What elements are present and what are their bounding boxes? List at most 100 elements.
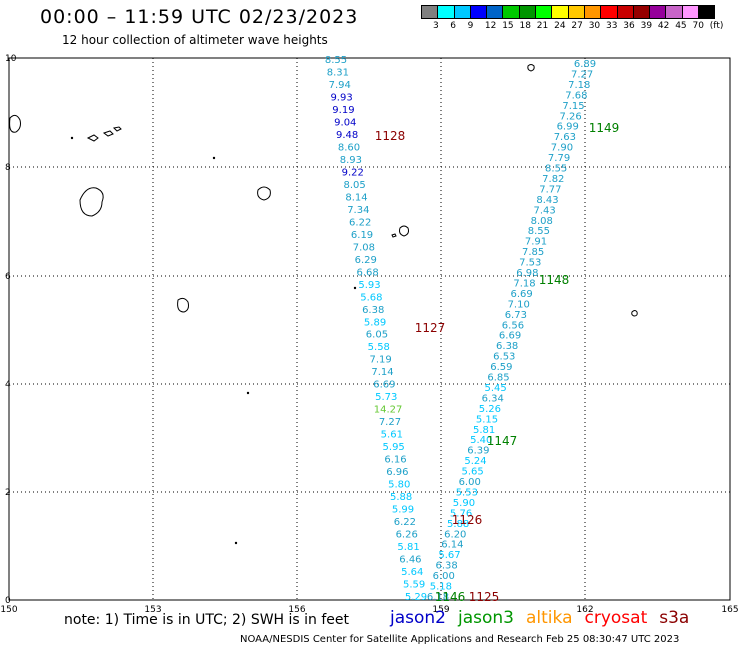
right-track-value: 8.55 xyxy=(528,226,550,237)
x-tick-label: 165 xyxy=(721,605,738,615)
right-track-value: 8.08 xyxy=(531,216,553,227)
island-dot xyxy=(70,136,74,140)
scale-label: 3 xyxy=(433,21,439,31)
left-track-value: 7.94 xyxy=(329,80,351,91)
pass-label: 1147 xyxy=(487,434,518,448)
right-track-value: 7.77 xyxy=(539,184,561,195)
map-frame xyxy=(8,57,731,601)
left-track-value: 5.68 xyxy=(360,292,382,303)
island-outline xyxy=(112,126,122,132)
left-track-value: 9.19 xyxy=(332,105,354,116)
scale-label: (ft) xyxy=(709,21,724,31)
right-track-value: 5.24 xyxy=(464,456,486,467)
x-tick-label: 159 xyxy=(432,605,449,615)
island-outline xyxy=(527,64,535,72)
right-track-value: 6.34 xyxy=(482,393,504,404)
left-track-value: 7.19 xyxy=(370,355,392,366)
left-track-value: 8.31 xyxy=(327,67,349,78)
pass-label: 1125 xyxy=(469,590,500,604)
right-track-value: 6.53 xyxy=(493,352,515,363)
right-track-value: 6.98 xyxy=(516,268,538,279)
map-title: 00:00 – 11:59 UTC 02/23/2023 xyxy=(40,6,359,28)
y-tick-label: 2 xyxy=(5,488,11,498)
right-track-value: 5.15 xyxy=(476,414,498,425)
satellite-label-jason3: jason3 xyxy=(458,608,514,628)
scale-label: 30 xyxy=(588,21,601,31)
right-track-value: 6.00 xyxy=(459,477,481,488)
left-track-value: 8.05 xyxy=(343,180,365,191)
island-dot xyxy=(212,156,216,160)
right-track-value: 5.18 xyxy=(430,582,452,593)
scale-label: 45 xyxy=(675,21,687,31)
left-track-value: 9.48 xyxy=(336,130,358,141)
scale-label: 18 xyxy=(519,21,531,31)
scale-label: 39 xyxy=(640,21,653,31)
island-outline xyxy=(177,297,189,313)
island-outline xyxy=(9,114,21,133)
x-tick-label: 153 xyxy=(144,605,161,615)
x-tick-label: 162 xyxy=(576,605,593,615)
left-track-value: 6.26 xyxy=(396,530,418,541)
scale-label: 33 xyxy=(606,21,618,31)
pass-label: 1126 xyxy=(452,513,483,527)
scale-label: 70 xyxy=(692,21,704,31)
left-track-value: 9.04 xyxy=(334,117,356,128)
scale-label: 15 xyxy=(502,21,514,31)
right-track-value: 6.89 xyxy=(574,59,596,70)
right-track-value: 7.10 xyxy=(508,299,530,310)
left-track-value: 6.16 xyxy=(384,455,406,466)
right-track-value: 5.76 xyxy=(450,508,472,519)
right-track-value: 7.68 xyxy=(565,90,587,101)
left-track-value: 5.95 xyxy=(383,442,405,453)
altimeter-tracks: 8.558.317.949.939.199.049.488.608.939.22… xyxy=(325,55,596,603)
color-scale-labels: 3 6 9 12 15 18 21 24 27 30 33 36 39 42 45 70 (ft) xyxy=(422,21,740,33)
right-track-value: 5.45 xyxy=(485,383,507,394)
y-tick-label: 0 xyxy=(5,596,11,606)
scale-label: 42 xyxy=(657,21,670,31)
left-track-value: 5.88 xyxy=(390,492,412,503)
island-outline xyxy=(631,310,638,317)
scale-swatch xyxy=(698,5,716,19)
right-track-value: 5.40 xyxy=(470,435,492,446)
map-grid xyxy=(9,58,730,600)
right-track-value: 6.38 xyxy=(436,561,458,572)
right-track-value: 6.18 xyxy=(427,592,449,603)
left-track-value: 6.69 xyxy=(373,380,395,391)
right-track-value: 7.27 xyxy=(571,69,593,80)
island-dot xyxy=(353,286,357,290)
right-track-value: 7.18 xyxy=(513,278,535,289)
scale-label: 36 xyxy=(623,21,635,31)
left-track-value: 5.29 xyxy=(405,592,427,603)
left-track-value: 6.68 xyxy=(356,267,378,278)
x-tick-label: 150 xyxy=(0,605,17,615)
right-track-value: 6.99 xyxy=(557,122,579,133)
right-track-value: 6.14 xyxy=(441,540,463,551)
credit-line: NOAA/NESDIS Center for Satellite Applica… xyxy=(240,634,680,645)
right-track-value: 6.73 xyxy=(505,310,527,321)
left-track-value: 9.93 xyxy=(330,92,352,103)
left-track-value: 6.46 xyxy=(399,555,421,566)
pass-label: 1128 xyxy=(375,129,406,143)
left-track-value: 6.38 xyxy=(362,305,384,316)
map-border xyxy=(8,57,731,601)
left-track-value: 6.19 xyxy=(351,230,373,241)
left-track-value: 8.60 xyxy=(338,142,360,153)
y-tick-label: 10 xyxy=(5,54,17,64)
right-track-value: 6.69 xyxy=(499,331,521,342)
pass-labels: 1128 1127 1126 1125 1149 1148 1147 1146 xyxy=(375,121,620,604)
left-track-value: 8.55 xyxy=(325,55,347,66)
left-track-value: 5.99 xyxy=(392,505,414,516)
right-track-value: 7.15 xyxy=(562,101,584,112)
left-track-value: 5.58 xyxy=(368,342,390,353)
right-track-value: 5.53 xyxy=(456,487,478,498)
satellite-label-jason2: jason2 xyxy=(390,608,446,628)
pass-label: 1149 xyxy=(589,121,620,135)
map-subtitle: 12 hour collection of altimeter wave hei… xyxy=(62,33,328,47)
right-track-value: 8.55 xyxy=(545,164,567,175)
left-track-value: 5.81 xyxy=(397,542,419,553)
island-outline xyxy=(79,187,104,217)
right-track-value: 7.43 xyxy=(534,205,556,216)
left-track-value: 5.59 xyxy=(403,580,425,591)
satellite-legend: jason2 jason3 altika cryosat s3a xyxy=(390,608,701,628)
